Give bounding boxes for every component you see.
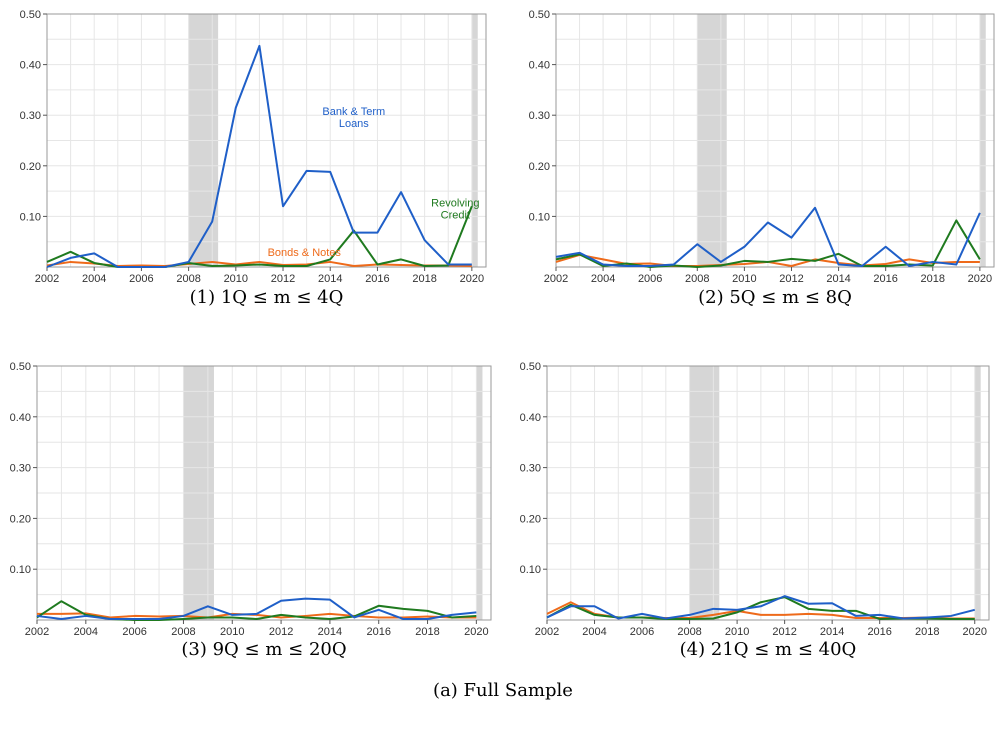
x-tick-label: 2012 xyxy=(269,626,293,638)
x-tick-label: 2004 xyxy=(591,273,615,285)
x-tick-label: 2006 xyxy=(630,626,654,638)
x-tick-label: 2010 xyxy=(224,273,248,285)
chart-panel-2: 0.10 0.20 0.30 0.40 0.50 2002 2004 2006 2008 2010… xyxy=(529,9,995,308)
y-tick-label: 0.10 xyxy=(20,211,41,223)
y-tick-label: 0.40 xyxy=(20,60,41,72)
y-tick-label: 0.30 xyxy=(10,463,31,475)
x-tick-label: 2016 xyxy=(873,273,897,285)
y-tick-label: 0.50 xyxy=(10,361,31,373)
series-line-bank-term-loans xyxy=(546,595,975,620)
x-tick-label: 2004 xyxy=(82,273,106,285)
x-tick-label: 2018 xyxy=(412,273,436,285)
y-tick-label: 0.40 xyxy=(10,412,31,424)
x-tick-label: 2008 xyxy=(677,626,701,638)
series-line-bank-term-loans xyxy=(36,597,477,620)
x-tick-label: 2002 xyxy=(535,626,559,638)
x-tick-label: 2012 xyxy=(779,273,803,285)
y-tick-label: 0.20 xyxy=(20,161,41,173)
series-line-revolving-credit xyxy=(555,219,981,268)
x-tick-label: 2012 xyxy=(271,273,295,285)
annotation-line: Revolving xyxy=(431,197,479,209)
chart-panel-4: 0.10 0.20 0.30 0.40 0.50 2002 2004 2006 2008 2010… xyxy=(520,361,990,660)
x-tick-label: 2020 xyxy=(962,626,986,638)
x-tick-label: 2004 xyxy=(582,626,606,638)
panel-caption: (4) 21Q ≤ m ≤ 40Q xyxy=(680,639,857,660)
x-tick-label: 2008 xyxy=(176,273,200,285)
x-tick-label: 2002 xyxy=(544,273,568,285)
y-tick-label: 0.20 xyxy=(529,161,550,173)
panel-caption: (1) 1Q ≤ m ≤ 4Q xyxy=(190,287,344,308)
panel-caption: (3) 9Q ≤ m ≤ 20Q xyxy=(181,639,346,660)
y-tick-label: 0.30 xyxy=(520,463,541,475)
series-annotation: Bonds & Notes xyxy=(268,247,342,259)
x-tick-label: 2018 xyxy=(415,626,439,638)
x-tick-label: 2004 xyxy=(74,626,98,638)
x-tick-label: 2014 xyxy=(318,273,342,285)
series-annotation: Revolving Credit xyxy=(431,197,479,221)
y-tick-label: 0.40 xyxy=(529,60,550,72)
x-tick-label: 2006 xyxy=(122,626,146,638)
y-tick-label: 0.30 xyxy=(529,110,550,122)
x-tick-label: 2020 xyxy=(464,626,488,638)
series-line-bonds-notes xyxy=(37,612,477,619)
x-tick-label: 2020 xyxy=(460,273,484,285)
series-line-bank-term-loans xyxy=(46,44,472,268)
chart-panel-1: 0.10 0.20 0.30 0.40 0.50 2002 2004 2006 2008 2010… xyxy=(20,9,487,308)
x-tick-label: 2008 xyxy=(171,626,195,638)
x-tick-label: 2014 xyxy=(318,626,342,638)
x-tick-label: 2008 xyxy=(685,273,709,285)
plot-frame xyxy=(46,13,487,268)
y-tick-label: 0.40 xyxy=(520,412,541,424)
x-tick-label: 2016 xyxy=(365,273,389,285)
series-annotation: Bank & Term Loans xyxy=(322,106,385,130)
figure-caption: (a) Full Sample xyxy=(433,680,573,701)
x-tick-label: 2016 xyxy=(366,626,390,638)
x-tick-label: 2002 xyxy=(25,626,49,638)
plot-frame xyxy=(36,365,492,621)
y-tick-label: 0.20 xyxy=(520,513,541,525)
x-tick-label: 2010 xyxy=(220,626,244,638)
annotation-line: Bank & Term xyxy=(322,106,385,118)
series-line-bank-term-loans xyxy=(555,206,981,267)
x-tick-label: 2014 xyxy=(826,273,850,285)
y-tick-label: 0.10 xyxy=(520,564,541,576)
panel-caption: (2) 5Q ≤ m ≤ 8Q xyxy=(698,287,852,308)
y-tick-label: 0.50 xyxy=(520,361,541,373)
y-tick-label: 0.30 xyxy=(20,110,41,122)
y-tick-label: 0.20 xyxy=(10,513,31,525)
x-tick-label: 2014 xyxy=(820,626,844,638)
x-tick-label: 2010 xyxy=(732,273,756,285)
y-tick-label: 0.50 xyxy=(20,9,41,21)
plot-frame xyxy=(555,13,995,268)
x-tick-label: 2002 xyxy=(35,273,59,285)
x-tick-label: 2010 xyxy=(725,626,749,638)
chart-panel-3: 0.10 0.20 0.30 0.40 0.50 2002 2004 2006 2008 2010… xyxy=(10,361,492,660)
y-tick-label: 0.10 xyxy=(10,564,31,576)
annotation-line: Loans xyxy=(339,118,369,130)
y-tick-label: 0.50 xyxy=(529,9,550,21)
x-tick-label: 2020 xyxy=(968,273,992,285)
x-tick-label: 2006 xyxy=(638,273,662,285)
x-tick-label: 2012 xyxy=(772,626,796,638)
y-tick-label: 0.10 xyxy=(529,211,550,223)
x-tick-label: 2016 xyxy=(867,626,891,638)
annotation-line: Credit xyxy=(441,209,470,221)
plot-frame xyxy=(546,365,990,621)
x-tick-label: 2006 xyxy=(129,273,153,285)
annotation-line: Bonds & Notes xyxy=(268,247,342,259)
x-tick-label: 2018 xyxy=(915,626,939,638)
x-tick-label: 2018 xyxy=(921,273,945,285)
